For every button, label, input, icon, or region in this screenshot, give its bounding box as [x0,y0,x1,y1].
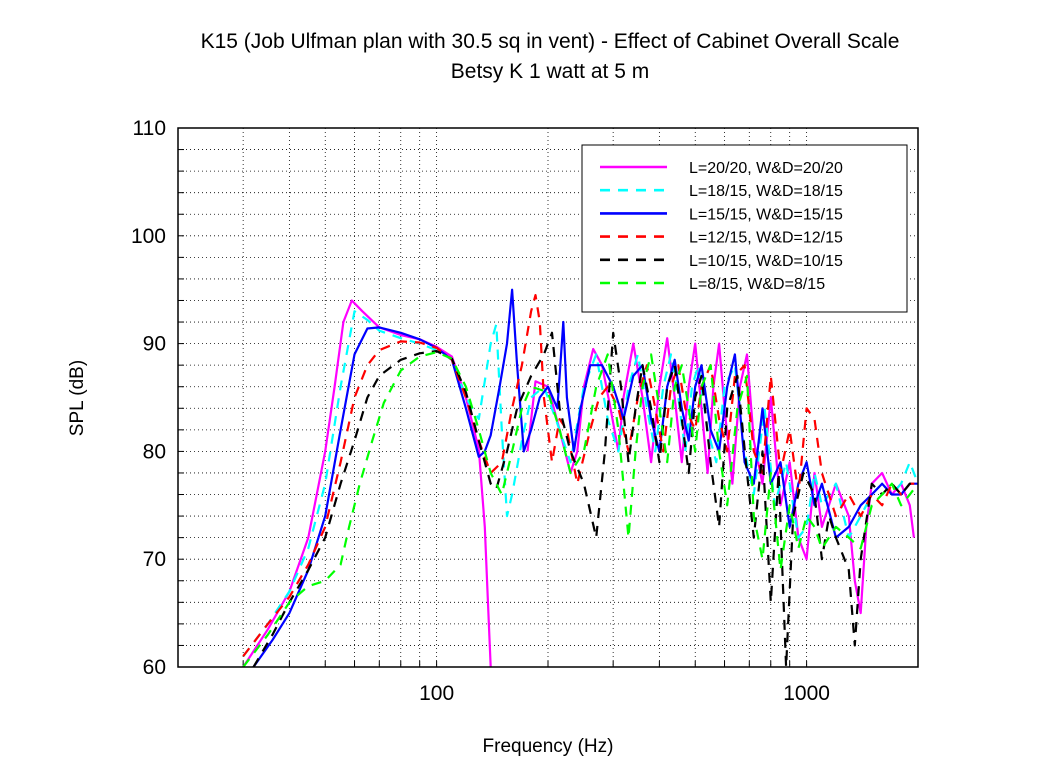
y-tick-label: 90 [143,333,166,356]
series-layer [242,288,918,667]
legend-label: L=12/15, W&D=12/15 [689,230,843,247]
series-line-1 [526,337,915,615]
legend-label: L=10/15, W&D=10/15 [689,253,843,270]
plot-frame [177,127,919,668]
chart-title: K15 (Job Ulfman plan with 30.5 sq in ven… [201,30,900,53]
series-line-0 [242,299,492,667]
y-tick-label: 80 [143,440,166,463]
tick-labels: 60 70 80 90 100 110 100 1000 [131,117,830,705]
legend-label: L=20/20, W&D=20/20 [689,160,843,177]
y-tick-label: 110 [133,117,166,140]
y-tick-label: 70 [143,548,166,571]
legend-label: L=18/15, W&D=18/15 [689,183,843,200]
legend-label: L=15/15, W&D=15/15 [689,206,843,223]
series-line-3 [252,288,918,667]
y-tick-label: 60 [143,656,166,679]
legend-label: L=8/15, W&D=8/15 [689,276,825,293]
y-axis-label: SPL (dB) [67,360,88,436]
x-tick-label: 100 [419,682,454,705]
x-axis-label: Frequency (Hz) [483,736,614,757]
y-tick-label: 100 [131,225,166,248]
series-line-6 [242,351,918,667]
series-line-2 [242,310,918,657]
x-tick-label: 1000 [783,682,830,705]
chart-subtitle: Betsy K 1 watt at 5 m [451,60,649,83]
legend: L=20/20, W&D=20/20 L=18/15, W&D=18/15 L=15… [581,144,908,313]
